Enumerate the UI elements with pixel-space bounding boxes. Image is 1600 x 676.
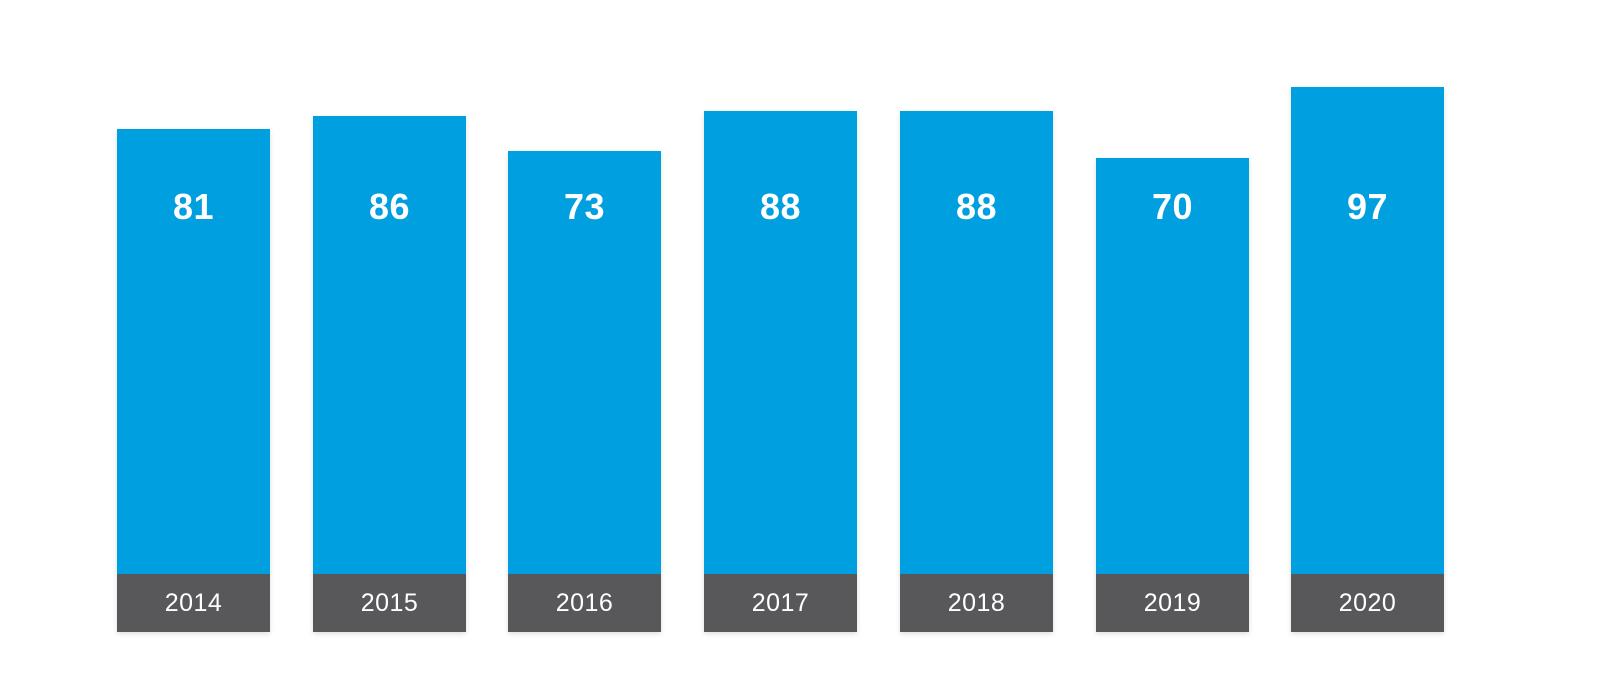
bar-value-label: 73 — [563, 186, 606, 227]
bar-value-label: 88 — [955, 186, 998, 227]
bar-base-band: 2017 — [704, 574, 857, 632]
bar-column: 2019 70 — [1096, 158, 1249, 632]
bar-year-label: 2017 — [751, 588, 810, 617]
bar-value-label: 70 — [1151, 186, 1194, 227]
bar — [900, 111, 1053, 574]
bar-year-label: 2020 — [1338, 588, 1397, 617]
bar — [1291, 87, 1444, 574]
bar-base-band: 2018 — [900, 574, 1053, 632]
bar-base-band: 2020 — [1291, 574, 1444, 632]
bar — [313, 116, 466, 574]
bar-base-band: 2014 — [117, 574, 270, 632]
bar-column: 2017 88 — [704, 111, 857, 632]
bar-value-label: 88 — [759, 186, 802, 227]
bar — [117, 129, 270, 574]
bar-column: 2020 97 — [1291, 87, 1444, 632]
bar-year-label: 2019 — [1143, 588, 1202, 617]
bar-value-label: 86 — [368, 186, 411, 227]
bar — [508, 151, 661, 574]
bar-year-label: 2018 — [947, 588, 1006, 617]
bar-base-band: 2015 — [313, 574, 466, 632]
bar — [704, 111, 857, 574]
bar-value-label: 81 — [172, 186, 215, 227]
bar-base-band: 2019 — [1096, 574, 1249, 632]
bar-base-band: 2016 — [508, 574, 661, 632]
bar-column: 2016 73 — [508, 151, 661, 632]
bar — [1096, 158, 1249, 574]
bar-year-label: 2015 — [360, 588, 419, 617]
bar-value-label: 97 — [1346, 186, 1389, 227]
bar-column: 2014 81 — [117, 129, 270, 632]
bar-column: 2015 86 — [313, 116, 466, 632]
bar-year-label: 2016 — [555, 588, 614, 617]
bar-year-label: 2014 — [164, 588, 223, 617]
bar-column: 2018 88 — [900, 111, 1053, 632]
